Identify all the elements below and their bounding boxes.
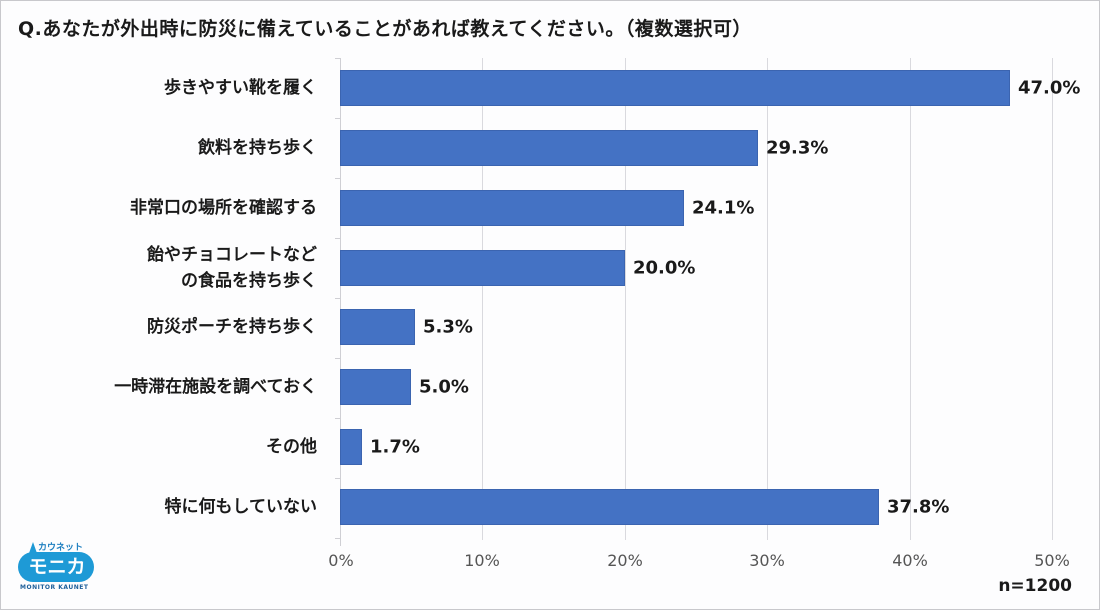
chart-title: Q.あなたが外出時に防災に備えていることがあれば教えてください。（複数選択可） xyxy=(18,18,752,40)
gridline-40 xyxy=(910,58,911,540)
y-axis-line xyxy=(340,58,341,546)
gridline-30 xyxy=(767,58,768,540)
category-label: 飲料を持ち歩く xyxy=(198,138,317,158)
category-label: 非常口の場所を確認する xyxy=(130,198,317,218)
category-label: その他 xyxy=(266,437,317,457)
bar-other xyxy=(340,429,362,465)
x-tick-label: 0% xyxy=(328,551,354,570)
category-label: 歩きやすい靴を履く xyxy=(164,78,317,98)
logo-top-text: カウネット xyxy=(38,543,84,553)
category-label-line: 飴やチョコレートなど xyxy=(147,245,317,265)
y-tick xyxy=(335,538,340,539)
bar-carry-drinks xyxy=(340,130,758,166)
gridline-50 xyxy=(1052,58,1053,540)
y-tick xyxy=(335,478,340,479)
bar-nothing xyxy=(340,489,879,525)
category-label-line: の食品を持ち歩く xyxy=(181,271,317,291)
sample-size: n=1200 xyxy=(998,576,1072,596)
value-label: 5.0% xyxy=(419,376,469,398)
gridline-20 xyxy=(625,58,626,540)
y-tick xyxy=(335,238,340,239)
y-tick xyxy=(335,58,340,59)
y-tick xyxy=(335,118,340,119)
logo-speech-bubble xyxy=(18,552,94,582)
x-tick-label: 10% xyxy=(464,551,500,570)
bar-carry-food xyxy=(340,250,625,286)
bar-shelter-research xyxy=(340,369,411,405)
value-label: 5.3% xyxy=(423,316,473,338)
y-tick xyxy=(335,178,340,179)
category-label: 一時滞在施設を調べておく xyxy=(114,377,317,397)
value-label: 20.0% xyxy=(633,257,696,279)
monica-logo: カウネット モニカ MONITOR KAUNET xyxy=(18,540,96,596)
logo-sub-text: MONITOR KAUNET xyxy=(20,584,89,591)
category-label-multiline: 飴やチョコレートなど の食品を持ち歩く xyxy=(147,242,317,294)
value-label: 47.0% xyxy=(1018,77,1081,99)
value-label: 37.8% xyxy=(887,496,950,518)
value-label: 29.3% xyxy=(766,137,829,159)
plot-area: 47.0% 29.3% 24.1% 20.0% 5.3% 5.0% 1.7% 3… xyxy=(335,58,1080,546)
y-tick xyxy=(335,298,340,299)
category-label: 防災ポーチを持ち歩く xyxy=(147,317,317,337)
y-tick xyxy=(335,418,340,419)
category-label: 特に何もしていない xyxy=(164,497,318,517)
gridline-10 xyxy=(482,58,483,540)
value-label: 1.7% xyxy=(370,436,420,458)
x-tick-label: 50% xyxy=(1034,551,1070,570)
bar-walking-shoes xyxy=(340,70,1010,106)
logo-main-text: モニカ xyxy=(28,556,86,578)
y-tick xyxy=(335,358,340,359)
x-tick-label: 40% xyxy=(892,551,928,570)
bar-emergency-pouch xyxy=(340,309,415,345)
x-tick-label: 20% xyxy=(607,551,643,570)
logo-speech-spike xyxy=(28,542,38,556)
bar-check-exits xyxy=(340,190,684,226)
value-label: 24.1% xyxy=(692,197,755,219)
x-tick-label: 30% xyxy=(749,551,785,570)
